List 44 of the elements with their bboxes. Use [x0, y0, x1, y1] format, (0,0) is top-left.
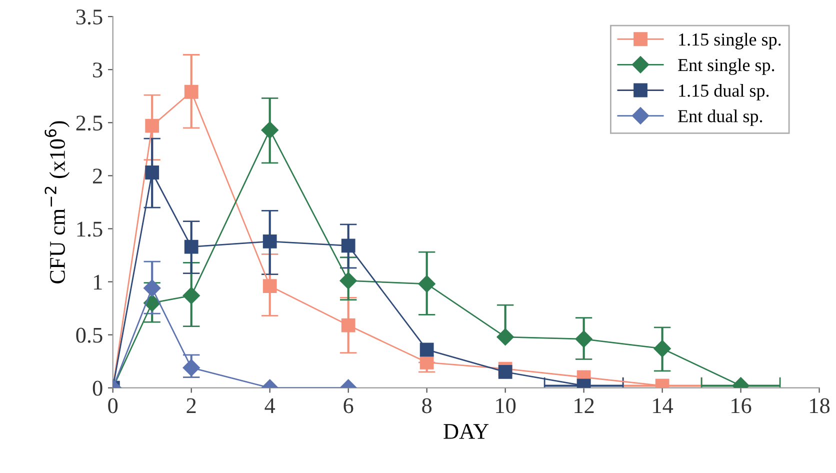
point	[420, 355, 434, 370]
x-tick-label: 14	[653, 398, 674, 413]
legend-label: Ent dual sp.	[678, 110, 762, 126]
legend-label: 1.15 single sp.	[679, 32, 781, 50]
x-tick-label: 0	[108, 398, 118, 414]
point	[144, 280, 161, 297]
x-tick-label: 6	[344, 398, 354, 414]
x-tick-label: 4	[264, 398, 276, 413]
point	[420, 342, 434, 357]
point	[654, 340, 671, 358]
y-tick-label: 3.5	[76, 10, 102, 25]
point	[498, 365, 512, 379]
x-tick-label: 18	[810, 398, 830, 414]
point	[184, 240, 198, 254]
legend-label: Ent single sp.	[678, 58, 774, 75]
x-tick-label: 12	[574, 398, 594, 413]
y-tick-label: 0.5	[76, 328, 102, 343]
y-tick-label: 2	[93, 168, 102, 184]
point	[496, 328, 514, 346]
point	[145, 166, 160, 180]
x-tick-label: 16	[732, 398, 752, 414]
point	[262, 279, 277, 293]
legend-label: 1.15 dual sp.	[679, 84, 769, 100]
y-tick-label: 3	[93, 62, 102, 78]
y-axis-title: CFU cm$^{−2}$ (x10$^{6}$)	[44, 121, 70, 284]
point	[182, 359, 200, 376]
y-tick-label: 1.5	[77, 222, 102, 237]
point	[184, 84, 198, 99]
point	[262, 234, 277, 248]
point	[340, 272, 357, 290]
point	[418, 275, 436, 292]
point	[145, 118, 160, 133]
point	[261, 122, 278, 139]
x-axis-title: DAY	[444, 424, 489, 439]
x-tick-label: 8	[422, 398, 432, 414]
point	[182, 287, 200, 304]
y-tick-label: 2.5	[76, 116, 102, 131]
y-tick-label: 0	[92, 380, 102, 396]
y-tick-label: 1	[94, 274, 102, 290]
x-tick-label: 2	[186, 398, 196, 413]
point	[341, 318, 356, 332]
x-tick-label: 10	[496, 398, 516, 414]
point	[575, 330, 592, 348]
point	[341, 238, 356, 253]
